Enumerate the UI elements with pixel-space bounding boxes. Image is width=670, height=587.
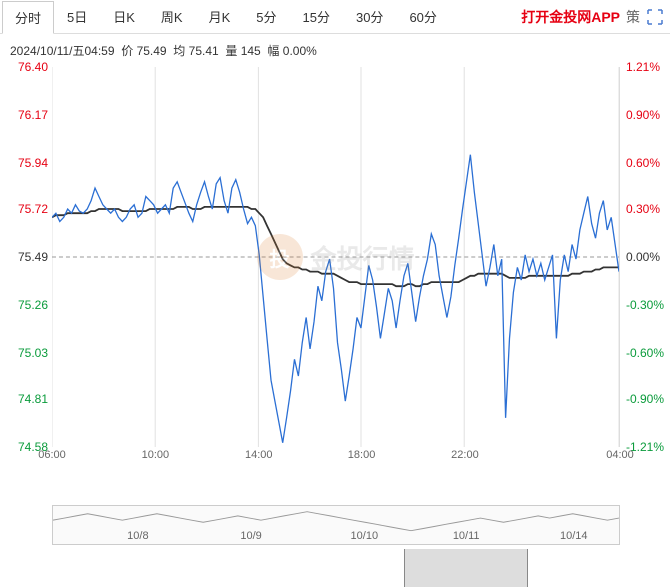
vol-label: 量 [225,44,237,58]
tab-周K[interactable]: 周K [148,0,196,33]
nav-date-label: 10/9 [240,530,261,542]
y-tick-right: 0.00% [626,250,660,264]
tab-5日[interactable]: 5日 [54,0,100,33]
avg-label: 均 [173,44,185,58]
y-tick-right: 0.30% [626,202,660,216]
plot[interactable]: 投 金投行情 [52,67,620,447]
y-tick-right: 0.90% [626,108,660,122]
app-container: 分时5日日K周K月K5分15分30分60分 打开金投网APP 策 2024/10… [0,0,670,549]
strategy-icon[interactable]: 策 [626,7,640,27]
tab-5分[interactable]: 5分 [243,0,289,33]
time-tabs: 分时5日日K周K月K5分15分30分60分 打开金投网APP 策 [0,0,670,34]
nav-date-label: 10/14 [560,530,588,542]
tab-月K[interactable]: 月K [196,0,244,33]
nav-date-label: 10/11 [453,530,480,542]
toolbar-right: 打开金投网APP 策 [521,7,670,27]
y-tick-left: 75.03 [18,346,48,360]
tab-分时[interactable]: 分时 [2,1,54,34]
y-tick-left: 74.81 [18,392,48,406]
y-axis-right: 1.21%0.90%0.60%0.30%0.00%-0.30%-0.60%-0.… [620,67,670,447]
nav-window[interactable] [404,549,529,587]
x-tick: 18:00 [348,449,376,461]
y-tick-right: 1.21% [626,60,660,74]
x-axis: 06:0010:0014:0018:0022:0004:00 [52,447,620,465]
y-tick-left: 76.17 [18,108,48,122]
vol-value: 145 [241,44,261,58]
x-tick: 10:00 [142,449,170,461]
y-tick-left: 75.49 [18,250,48,264]
tab-60分[interactable]: 60分 [396,0,449,33]
info-bar: 2024/10/11/五04:59 价 75.49 均 75.41 量 145 … [0,34,670,67]
tab-15分[interactable]: 15分 [290,0,343,33]
watermark-text: 金投行情 [310,239,414,276]
x-tick: 06:00 [38,449,66,461]
watermark-badge-icon: 投 [256,234,302,280]
y-tick-left: 75.26 [18,298,48,312]
nav-date-label: 10/10 [351,530,379,542]
fullscreen-icon[interactable] [646,8,664,26]
price-label: 价 [121,44,133,58]
y-tick-left: 75.94 [18,156,48,170]
watermark: 投 金投行情 [256,234,414,280]
y-axis-left: 76.4076.1775.9475.7275.4975.2675.0374.81… [0,67,52,447]
y-tick-right: -0.90% [626,392,664,406]
range-label: 幅 [267,44,279,58]
y-tick-right: -0.60% [626,346,664,360]
y-tick-right: 0.60% [626,156,660,170]
nav-date-label: 10/8 [127,530,148,542]
y-tick-left: 76.40 [18,60,48,74]
x-tick: 14:00 [245,449,273,461]
tab-30分[interactable]: 30分 [343,0,396,33]
x-tick: 22:00 [451,449,479,461]
avg-value: 75.41 [189,44,219,58]
price-value: 75.49 [137,44,167,58]
nav-strip[interactable]: 10/8 10/9 10/10 10/11 10/14 [52,505,620,545]
range-value: 0.00% [283,44,317,58]
y-tick-left: 75.72 [18,202,48,216]
tab-日K[interactable]: 日K [100,0,148,33]
datetime: 2024/10/11/五04:59 [10,44,115,58]
x-tick: 04:00 [606,449,634,461]
promo-link[interactable]: 打开金投网APP [521,7,620,27]
y-tick-right: -0.30% [626,298,664,312]
chart-area: 76.4076.1775.9475.7275.4975.2675.0374.81… [0,67,670,482]
